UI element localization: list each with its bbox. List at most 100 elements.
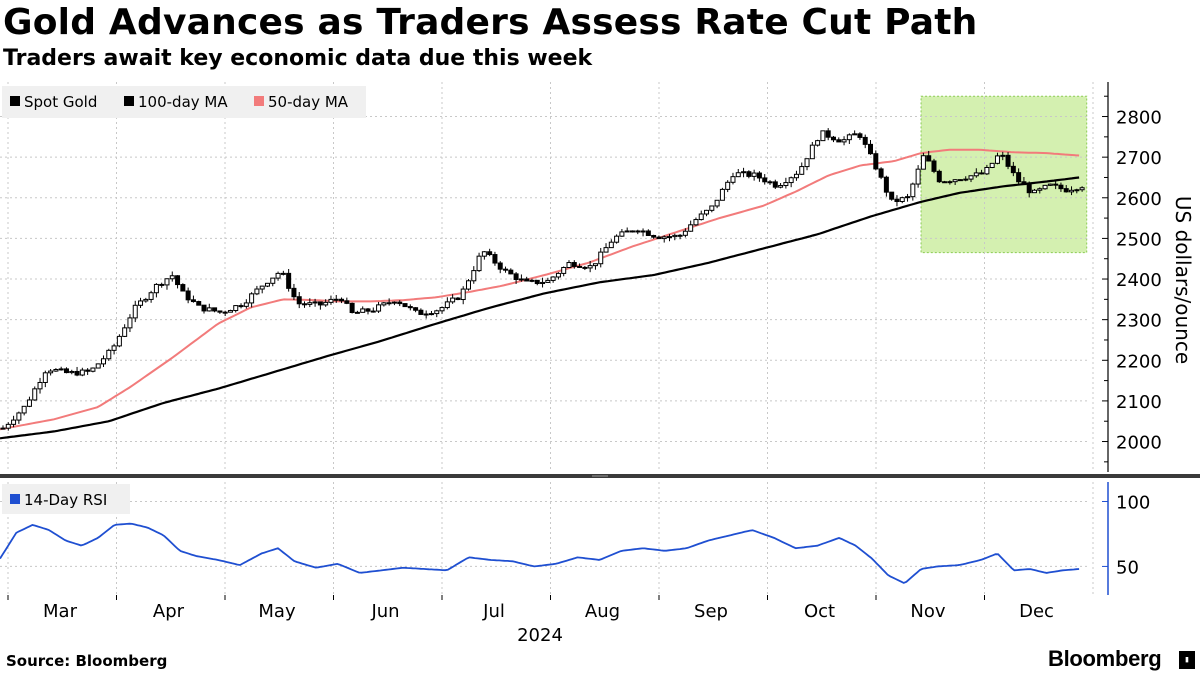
candle-body	[984, 166, 990, 175]
rsi-legend-swatch	[10, 494, 20, 504]
candle-body	[344, 300, 350, 304]
candle-body	[476, 255, 482, 272]
candle-body	[164, 278, 170, 286]
candle-body	[1069, 189, 1075, 193]
x-tick-label: Oct	[804, 601, 835, 622]
candle-body	[857, 133, 863, 138]
candle-body	[820, 130, 826, 142]
candle-body	[836, 139, 842, 143]
candle-body	[376, 304, 382, 312]
candle-body	[1021, 181, 1027, 186]
candle-body	[264, 282, 270, 287]
candle-body	[227, 310, 233, 313]
candle-body	[196, 301, 202, 306]
legend-label: 50-day MA	[268, 93, 349, 111]
candle-body	[873, 153, 879, 170]
y-tick-label: 2600	[1116, 189, 1162, 210]
candle-body	[693, 219, 699, 226]
candle-body	[1005, 154, 1011, 167]
candle-body	[889, 191, 895, 200]
candle-body	[286, 272, 292, 289]
y-tick-label: 2500	[1116, 229, 1162, 250]
y-tick-label: 2200	[1116, 351, 1162, 372]
candle-body	[169, 275, 175, 280]
candle-body	[122, 327, 128, 337]
candle-body	[841, 139, 847, 143]
candle-body	[709, 205, 715, 211]
candle-body	[503, 268, 509, 271]
brand-terminal-icon: ▮	[1179, 651, 1195, 669]
rsi-tick-label: 100	[1116, 492, 1150, 513]
candle-body	[883, 176, 889, 193]
candle-body	[719, 188, 725, 201]
candle-body	[434, 310, 440, 315]
candle-body	[460, 288, 466, 301]
candle-body	[979, 172, 985, 175]
candle-body	[455, 297, 461, 301]
candle-body	[481, 251, 487, 257]
candle-body	[1037, 188, 1043, 191]
candle-body	[725, 181, 731, 190]
x-tick-label: Nov	[910, 601, 945, 622]
candle-body	[1079, 187, 1085, 191]
candle-body	[349, 302, 355, 313]
candle-body	[1031, 189, 1037, 194]
legend-swatch	[254, 96, 264, 106]
candle-body	[920, 155, 926, 170]
candle-body	[79, 369, 85, 376]
x-tick-label: Dec	[1019, 601, 1054, 622]
candle-body	[624, 230, 630, 233]
candle-body	[413, 307, 419, 311]
candle-body	[603, 247, 609, 253]
candle-body	[243, 302, 249, 307]
candle-body	[317, 301, 323, 306]
candle-body	[518, 278, 524, 281]
candle-body	[667, 236, 673, 239]
candle-body	[95, 363, 101, 369]
candle-body	[592, 263, 598, 267]
candle-body	[492, 254, 498, 264]
candle-body	[788, 177, 794, 184]
candle-body	[830, 136, 836, 141]
candle-body	[704, 209, 710, 215]
x-tick-label: May	[258, 601, 296, 622]
candle-body	[1063, 188, 1069, 193]
candle-body	[905, 196, 911, 199]
rsi-tick-label: 50	[1116, 557, 1139, 578]
candle-body	[190, 299, 196, 303]
y-tick-label: 2400	[1116, 270, 1162, 291]
candle-body	[555, 272, 561, 278]
candle-body	[566, 262, 572, 268]
candle-body	[513, 273, 519, 280]
candle-body	[989, 162, 995, 168]
candle-body	[63, 368, 69, 374]
candle-body	[936, 170, 942, 183]
candle-body	[677, 234, 683, 237]
legend-box	[2, 86, 366, 118]
candle-body	[931, 160, 937, 172]
candle-body	[942, 181, 948, 184]
brand-logo: Bloomberg	[1048, 646, 1162, 671]
rsi-legend-label: 14-Day RSI	[24, 491, 107, 509]
x-tick-label: Jun	[370, 601, 399, 622]
candle-body	[238, 305, 244, 308]
candle-body	[185, 290, 191, 301]
candle-body	[106, 349, 112, 360]
candle-body	[48, 370, 54, 374]
candle-body	[741, 171, 747, 174]
candle-body	[333, 298, 339, 301]
candle-body	[180, 284, 186, 292]
candle-body	[291, 287, 297, 298]
candle-body	[5, 423, 11, 429]
candle-body	[90, 367, 96, 372]
candle-body	[915, 168, 921, 185]
candle-body	[58, 368, 64, 371]
candle-body	[963, 178, 969, 181]
candle-body	[899, 197, 905, 203]
candle-body	[259, 285, 265, 290]
candle-body	[444, 301, 450, 309]
candle-body	[973, 172, 979, 177]
candle-body	[101, 358, 107, 365]
candle-body	[540, 281, 546, 285]
